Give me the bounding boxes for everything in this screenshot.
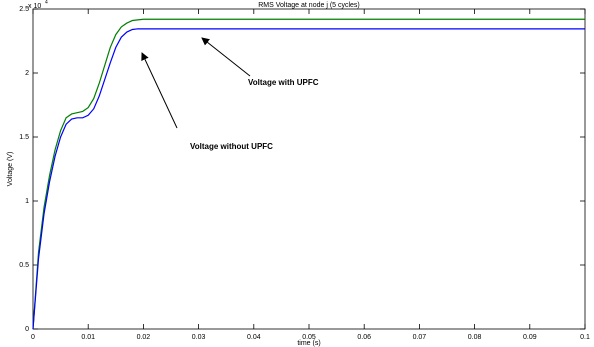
x-tick-label: 0.02	[137, 334, 151, 341]
y-tick-label: 0	[25, 326, 29, 333]
x-tick-label: 0.06	[357, 334, 371, 341]
annotation: Voltage with UPFC	[248, 78, 319, 87]
x-tick-label: 0.08	[468, 334, 482, 341]
chart-title: RMS Voltage at node j (5 cycles)	[258, 2, 360, 9]
arrow	[141, 52, 178, 129]
x-tick-label: 0	[31, 334, 35, 341]
y-tick-label: 2.5	[19, 6, 29, 13]
x-tick-label: 0.01	[81, 334, 95, 341]
x-tick-label: 0.03	[192, 334, 206, 341]
x-tick-label: 0.04	[247, 334, 261, 341]
y-axis-label: Voltage (V)	[7, 152, 14, 187]
x-tick-label: 0.07	[413, 334, 427, 341]
y-tick-label: 2	[25, 70, 29, 77]
x-tick-label: 0.05	[302, 334, 316, 341]
plot-area	[32, 8, 586, 330]
y-multiplier-exponent: 4	[45, 0, 48, 5]
x-tick-label: 0.1	[580, 334, 590, 341]
y-tick-label: 0.5	[19, 262, 29, 269]
y-tick-label: 1.5	[19, 134, 29, 141]
line-series	[32, 28, 585, 330]
x-tick-label: 0.09	[523, 334, 537, 341]
y-multiplier: x 10	[28, 3, 41, 10]
x-axis-label: time (s)	[297, 340, 320, 347]
arrow	[201, 37, 251, 77]
annotation: Voltage without UPFC	[190, 142, 273, 151]
line-series	[32, 18, 585, 330]
y-tick-label: 1	[25, 198, 29, 205]
